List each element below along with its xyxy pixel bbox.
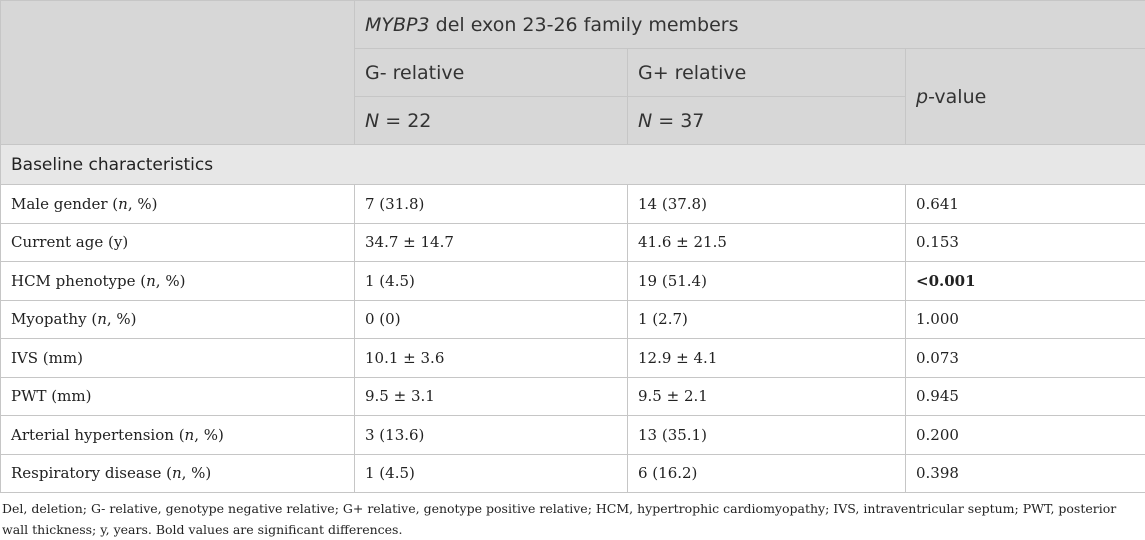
row-label: Respiratory disease (n, %)	[1, 454, 355, 493]
cell-gpos: 41.6 ± 21.5	[628, 223, 906, 262]
row-label: IVS (mm)	[1, 339, 355, 378]
table-row: PWT (mm) 9.5 ± 3.1 9.5 ± 2.1 0.945	[1, 377, 1145, 416]
cell-gneg: 9.5 ± 3.1	[355, 377, 628, 416]
table-row: Respiratory disease (n, %) 1 (4.5) 6 (16…	[1, 454, 1145, 493]
cell-pvalue: 0.641	[906, 185, 1145, 224]
row-label: Arterial hypertension (n, %)	[1, 416, 355, 455]
cell-pvalue: 0.200	[906, 416, 1145, 455]
cell-gneg: 34.7 ± 14.7	[355, 223, 628, 262]
cell-pvalue: 0.398	[906, 454, 1145, 493]
table-row: IVS (mm) 10.1 ± 3.6 12.9 ± 4.1 0.073	[1, 339, 1145, 378]
row-label: HCM phenotype (n, %)	[1, 262, 355, 301]
data-table: MYBP3 del exon 23-26 family members G- r…	[0, 0, 1145, 493]
cell-gpos: 14 (37.8)	[628, 185, 906, 224]
col-header-gpos: G+ relative	[628, 49, 906, 97]
cell-gpos: 1 (2.7)	[628, 300, 906, 339]
col-header-gneg: G- relative	[355, 49, 628, 97]
footnote: Del, deletion; G- relative, genotype neg…	[2, 498, 1142, 540]
row-label: Myopathy (n, %)	[1, 300, 355, 339]
row-label: Male gender (n, %)	[1, 185, 355, 224]
table-row: HCM phenotype (n, %) 1 (4.5) 19 (51.4) <…	[1, 262, 1145, 301]
row-label: PWT (mm)	[1, 377, 355, 416]
cell-gneg: 1 (4.5)	[355, 454, 628, 493]
cell-gpos: 12.9 ± 4.1	[628, 339, 906, 378]
table-row: Myopathy (n, %) 0 (0) 1 (2.7) 1.000	[1, 300, 1145, 339]
cell-gpos: 6 (16.2)	[628, 454, 906, 493]
header-empty-cell	[1, 1, 355, 145]
cell-pvalue: 0.153	[906, 223, 1145, 262]
cell-pvalue: 1.000	[906, 300, 1145, 339]
section-header: Baseline characteristics	[1, 145, 1145, 185]
cell-gneg: 0 (0)	[355, 300, 628, 339]
cell-gneg: 10.1 ± 3.6	[355, 339, 628, 378]
row-label: Current age (y)	[1, 223, 355, 262]
col-header-pvalue: p-value	[906, 49, 1145, 145]
table-row: Male gender (n, %) 7 (31.8) 14 (37.8) 0.…	[1, 185, 1145, 224]
cell-pvalue: <0.001	[906, 262, 1145, 301]
cell-pvalue: 0.945	[906, 377, 1145, 416]
cell-gpos: 19 (51.4)	[628, 262, 906, 301]
table-row: Arterial hypertension (n, %) 3 (13.6) 13…	[1, 416, 1145, 455]
cell-pvalue: 0.073	[906, 339, 1145, 378]
n-gneg: N = 22	[355, 97, 628, 145]
cell-gneg: 7 (31.8)	[355, 185, 628, 224]
cell-gneg: 1 (4.5)	[355, 262, 628, 301]
group-header: MYBP3 del exon 23-26 family members	[355, 1, 1145, 49]
table-body: Male gender (n, %) 7 (31.8) 14 (37.8) 0.…	[1, 185, 1145, 493]
cell-gpos: 13 (35.1)	[628, 416, 906, 455]
n-gpos: N = 37	[628, 97, 906, 145]
cell-gneg: 3 (13.6)	[355, 416, 628, 455]
table-row: Current age (y) 34.7 ± 14.7 41.6 ± 21.5 …	[1, 223, 1145, 262]
cell-gpos: 9.5 ± 2.1	[628, 377, 906, 416]
